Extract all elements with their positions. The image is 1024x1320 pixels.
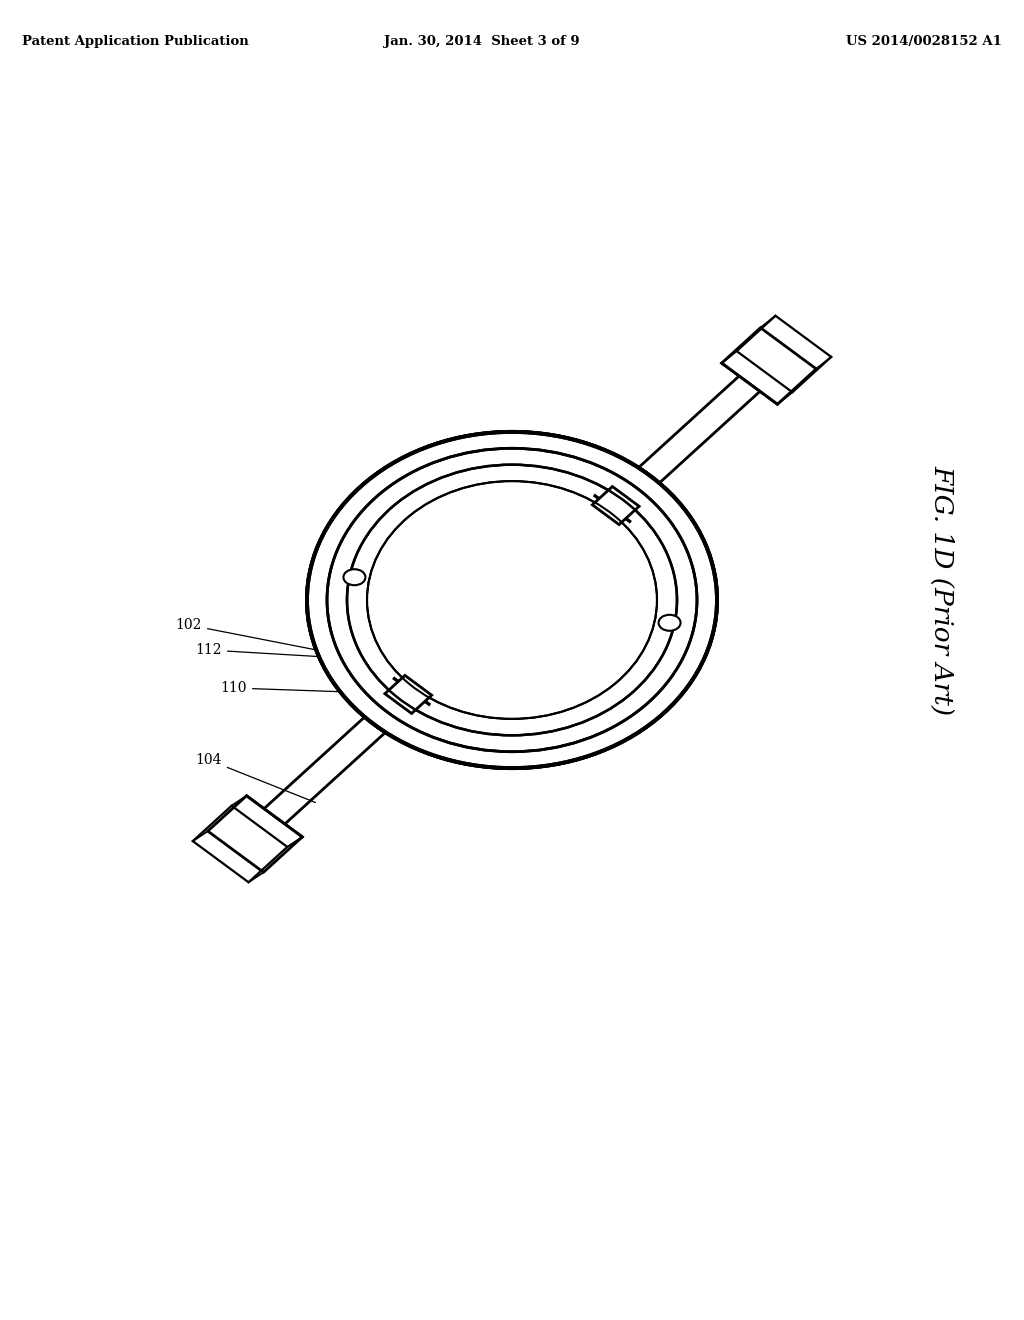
Text: Patent Application Publication: Patent Application Publication (22, 36, 249, 48)
Ellipse shape (327, 449, 697, 751)
Text: US 2014/0028152 A1: US 2014/0028152 A1 (846, 36, 1002, 48)
Ellipse shape (658, 615, 681, 631)
Text: 102: 102 (176, 618, 331, 653)
Polygon shape (385, 676, 432, 714)
Text: 104: 104 (196, 752, 315, 803)
Text: FIG. 1D (Prior Art): FIG. 1D (Prior Art) (930, 465, 954, 715)
Polygon shape (592, 487, 639, 524)
Ellipse shape (307, 432, 717, 768)
Ellipse shape (347, 465, 677, 735)
Ellipse shape (307, 432, 717, 768)
Text: 112: 112 (196, 643, 355, 659)
Ellipse shape (327, 449, 697, 751)
Text: Jan. 30, 2014  Sheet 3 of 9: Jan. 30, 2014 Sheet 3 of 9 (384, 36, 580, 48)
Ellipse shape (307, 432, 717, 768)
Ellipse shape (343, 569, 366, 585)
Text: 110: 110 (220, 681, 383, 696)
Ellipse shape (367, 480, 657, 719)
